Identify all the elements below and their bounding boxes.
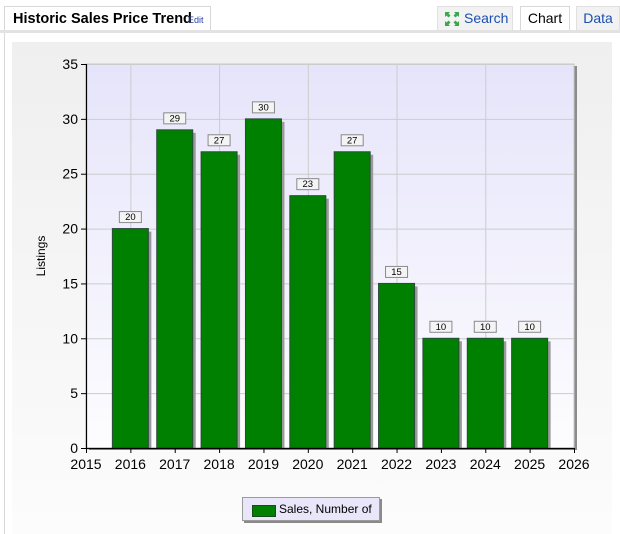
- edit-link[interactable]: Edit: [188, 15, 204, 25]
- data-label-box: [163, 112, 187, 125]
- legend-swatch: [252, 505, 276, 517]
- y-tick-label: 0: [70, 440, 78, 456]
- data-label-box: [118, 211, 142, 224]
- data-label-box: [429, 320, 453, 333]
- tab-search[interactable]: Search: [437, 6, 513, 31]
- data-label-box: [251, 101, 275, 114]
- data-label: 27: [214, 135, 225, 146]
- x-tick-label: 2016: [115, 456, 146, 472]
- data-label: 10: [524, 322, 535, 333]
- y-axis-title: Listings: [34, 236, 48, 277]
- bar: [378, 282, 416, 449]
- tab-search-label: Search: [464, 10, 509, 26]
- x-tick-label: 2019: [248, 456, 279, 472]
- tab-data[interactable]: Data: [576, 6, 620, 31]
- y-tick-label: 5: [70, 385, 78, 401]
- data-label-box: [385, 265, 409, 278]
- data-label-box: [518, 320, 542, 333]
- data-label: 23: [303, 179, 314, 190]
- data-label-box: [296, 178, 320, 191]
- data-label-box: [207, 134, 231, 147]
- expand-arrows-icon: [445, 12, 459, 26]
- bar: [422, 337, 460, 449]
- bar: [333, 151, 371, 449]
- header: Historic Sales Price Trend Edit Search C…: [0, 0, 620, 33]
- data-label: 20: [125, 212, 136, 223]
- y-tick-label: 30: [62, 111, 78, 127]
- page-title: Historic Sales Price Trend: [13, 11, 192, 27]
- data-label: 30: [258, 102, 269, 113]
- bar: [289, 195, 327, 449]
- bar: [466, 337, 504, 449]
- x-tick-label: 2021: [337, 456, 368, 472]
- data-label: 15: [391, 267, 402, 278]
- data-label: 10: [480, 322, 491, 333]
- legend-label: Sales, Number of: [279, 502, 372, 516]
- bar: [200, 151, 238, 449]
- x-tick-label: 2018: [204, 456, 235, 472]
- x-tick-label: 2022: [381, 456, 412, 472]
- data-label: 27: [347, 135, 358, 146]
- x-tick-label: 2026: [558, 456, 589, 472]
- bar: [244, 118, 282, 449]
- x-tick-label: 2024: [470, 456, 501, 472]
- x-tick-label: 2015: [70, 456, 101, 472]
- bar: [156, 129, 194, 449]
- tab-chart[interactable]: Chart: [520, 6, 570, 31]
- y-tick-label: 25: [62, 166, 78, 182]
- title-tab: Historic Sales Price Trend Edit: [4, 6, 211, 31]
- x-tick-label: 2017: [159, 456, 190, 472]
- bar: [111, 228, 149, 449]
- y-tick-label: 15: [62, 275, 78, 291]
- bar: [511, 337, 549, 449]
- data-label-box: [340, 134, 364, 147]
- header-divider: [0, 30, 620, 33]
- y-tick-label: 10: [62, 330, 78, 346]
- x-tick-label: 2023: [425, 456, 456, 472]
- chart-legend: Sales, Number of: [242, 497, 380, 521]
- data-label: 10: [436, 322, 447, 333]
- y-tick-label: 20: [62, 221, 78, 237]
- x-tick-label: 2020: [292, 456, 323, 472]
- y-tick-label: 35: [62, 56, 78, 72]
- data-label: 29: [169, 113, 180, 124]
- x-tick-label: 2025: [514, 456, 545, 472]
- data-label-box: [473, 320, 497, 333]
